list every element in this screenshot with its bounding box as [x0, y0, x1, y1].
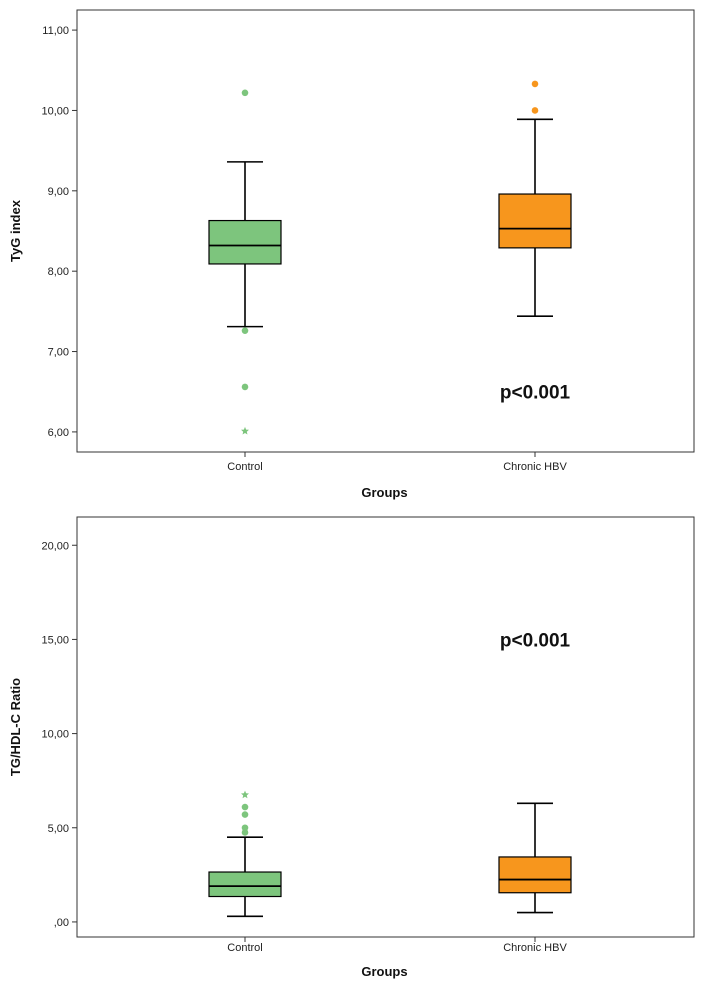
outlier-point — [531, 80, 539, 88]
y-tick-label: 8,00 — [48, 266, 69, 278]
box-series — [208, 80, 572, 435]
plot-frame — [76, 9, 695, 453]
y-tick-label: 7,00 — [48, 347, 69, 359]
y-tick-label: ,00 — [54, 917, 69, 929]
x-tick-label: Control — [227, 942, 262, 954]
tg-hdl-boxplot-panel: ,00 5,00 10,00 15,00 20,00 Control Chronic HB… — [8, 516, 695, 979]
outlier-point — [241, 327, 249, 334]
y-axis-title: TyG index — [8, 199, 23, 262]
plot-frame — [76, 516, 695, 938]
box-chronic-hbv — [498, 80, 572, 317]
iqr-box — [208, 871, 282, 898]
y-tick-label: 9,00 — [48, 186, 69, 198]
iqr-box — [498, 193, 572, 249]
extreme-point — [241, 426, 249, 435]
x-axis-title: Groups — [361, 485, 407, 500]
tyg-boxplot-panel: 6,00 7,00 8,00 9,00 10,00 11,00 Control Chroni… — [8, 9, 695, 500]
x-axis-categories: Control Chronic HBV — [227, 937, 567, 954]
x-axis-categories: Control Chronic HBV — [227, 452, 567, 473]
x-tick-label: Control — [227, 461, 262, 473]
y-tick-label: 10,00 — [41, 729, 69, 741]
outlier-point — [531, 107, 539, 114]
y-axis-title: TG/HDL-C Ratio — [8, 678, 23, 776]
outlier-point — [241, 383, 249, 391]
y-tick-label: 15,00 — [41, 634, 69, 646]
y-tick-label: 10,00 — [41, 105, 69, 117]
y-tick-label: 5,00 — [48, 823, 69, 835]
extreme-point — [241, 790, 249, 799]
box-control — [208, 89, 282, 435]
iqr-box — [208, 219, 282, 265]
y-axis-ticks: ,00 5,00 10,00 15,00 20,00 — [41, 540, 77, 929]
iqr-box — [498, 856, 572, 894]
p-value-annotation: p<0.001 — [500, 630, 571, 651]
outlier-point — [241, 803, 249, 811]
outlier-point — [241, 811, 249, 818]
y-tick-label: 11,00 — [42, 25, 69, 37]
p-value-annotation: p<0.001 — [500, 383, 571, 404]
box-chronic-hbv — [498, 802, 572, 914]
x-tick-label: Chronic HBV — [503, 461, 567, 473]
outlier-point — [241, 89, 249, 97]
box-control — [208, 790, 282, 918]
x-tick-label: Chronic HBV — [503, 942, 567, 954]
y-tick-label: 20,00 — [41, 540, 69, 552]
outlier-point — [241, 829, 249, 836]
y-tick-label: 6,00 — [48, 427, 69, 439]
box-series — [208, 790, 572, 918]
outlier-point — [241, 824, 249, 832]
y-axis-ticks: 6,00 7,00 8,00 9,00 10,00 11,00 — [41, 25, 77, 439]
x-axis-title: Groups — [361, 964, 407, 979]
